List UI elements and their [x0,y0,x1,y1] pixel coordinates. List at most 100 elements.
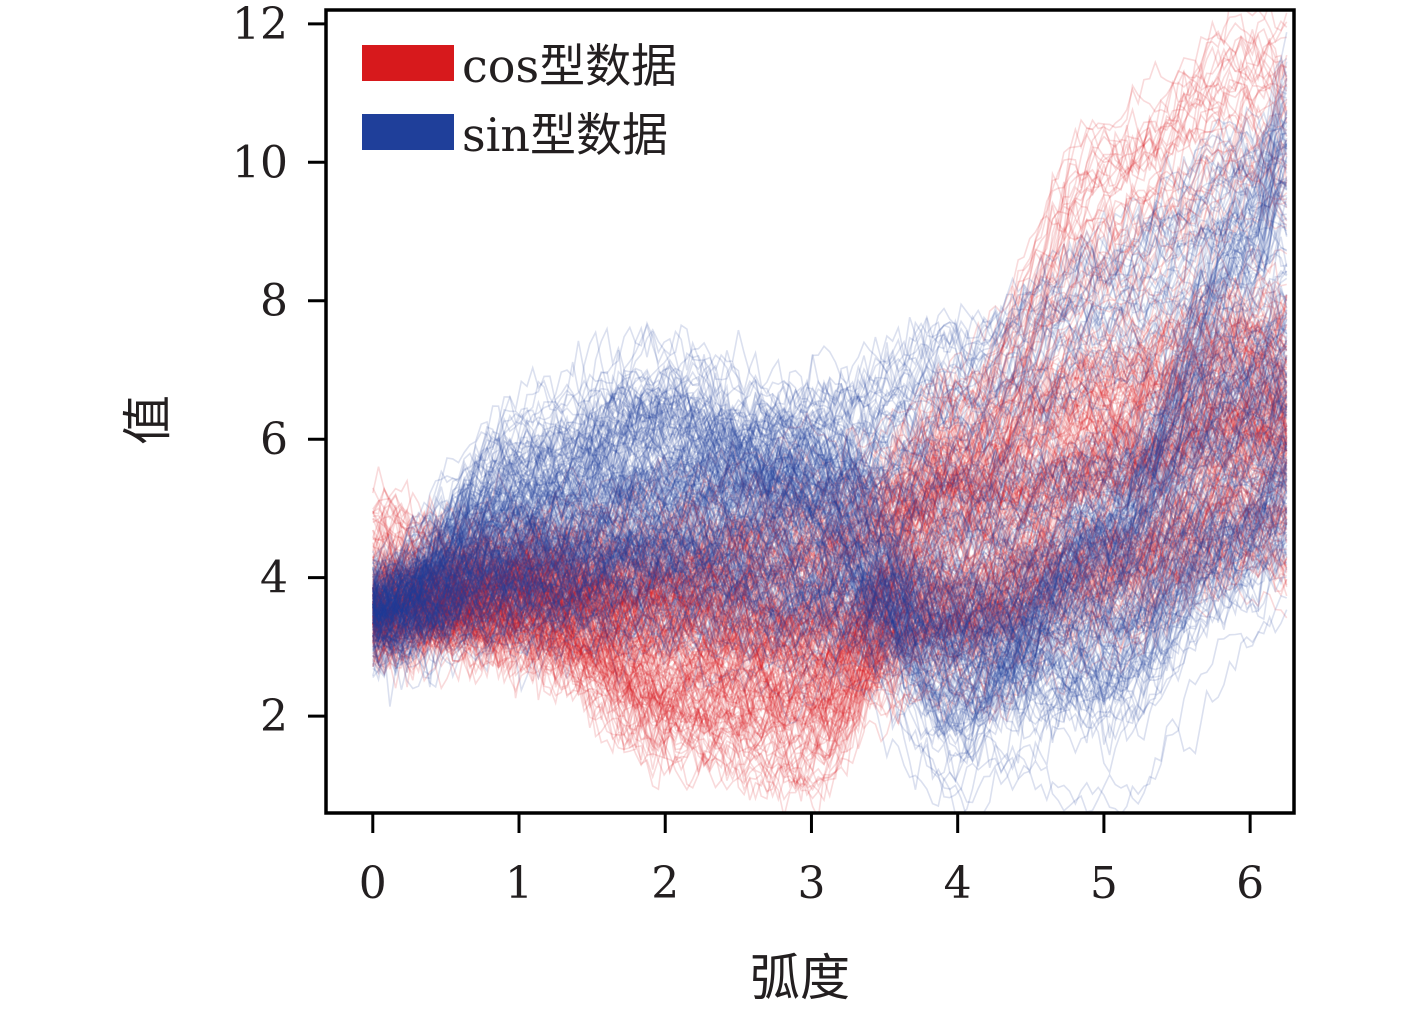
series-line [372,332,1288,619]
series-line [372,485,1288,645]
series-line [372,358,1287,676]
series-line [372,440,1288,658]
series-line [372,464,1288,629]
series-line [372,420,1288,645]
series-line [372,494,1288,657]
series-line [372,349,1288,716]
series-line [372,287,1288,588]
series-line [372,546,1288,715]
series-line [372,101,1288,618]
series-line [372,344,1287,622]
series-line [372,430,1288,674]
y-tick-label: 8 [260,276,288,327]
series-line [372,485,1288,724]
series-line [372,342,1288,686]
series-line [372,495,1288,650]
series-line [372,309,1288,601]
series-line [372,409,1288,676]
series-line [372,335,1288,628]
series-line [372,507,1287,711]
series-line [372,323,1287,613]
series-line [372,522,1288,685]
series-line [372,457,1288,647]
series-line [372,147,1287,612]
series-line [372,384,1288,636]
series-line [372,406,1288,631]
series-line [372,391,1288,650]
series-line [372,282,1287,606]
series-line [372,339,1288,642]
series-line [372,151,1287,614]
series-line [372,456,1288,628]
series-cos [372,10,1288,813]
series-line [372,398,1288,643]
series-line [372,335,1288,644]
series-line [372,368,1288,738]
series-line [372,349,1288,624]
series-line [372,325,1287,699]
y-tick-label: 2 [260,691,288,742]
series-line [372,143,1288,760]
series-line [372,436,1288,638]
series-line [372,94,1288,778]
series-line [372,345,1287,701]
series-line [372,439,1288,633]
series-line [372,507,1288,679]
series-line [372,166,1287,755]
series-line [372,455,1288,653]
series-line [372,338,1288,634]
series-line [372,166,1288,637]
series-line [372,170,1288,627]
series-line [372,411,1288,689]
series-line [372,397,1288,664]
series-line [372,486,1288,622]
series-line [372,288,1288,682]
series-line [372,535,1288,730]
series-line [372,541,1287,689]
series-line [372,405,1287,748]
series-line [372,328,1288,650]
legend-swatch-sin [362,114,454,150]
series-line [372,178,1288,629]
series-line [372,464,1288,756]
series-line [372,355,1288,636]
series-line [372,541,1287,813]
series-line [372,29,1287,719]
series-line [372,435,1288,732]
series-line [372,356,1288,659]
series-line [372,413,1288,652]
series-line [372,177,1288,628]
series-line [372,533,1288,689]
series-line [372,448,1288,660]
series-line [372,58,1288,757]
series-line [372,389,1288,645]
series-line [372,321,1288,659]
series-line [372,424,1287,659]
series-line [372,423,1288,735]
series-line [372,363,1287,681]
series-line [372,467,1288,626]
series-line [372,519,1288,686]
series-line [372,529,1288,670]
series-line [372,513,1288,652]
series-line [372,371,1288,633]
series-line [372,493,1287,637]
series-line [372,462,1288,676]
y-tick-label: 4 [260,553,288,604]
series-line [372,465,1288,653]
series-line [372,286,1288,613]
series-line [372,10,1288,711]
series-line [372,335,1288,653]
series-line [372,351,1288,614]
series-line [372,181,1287,643]
series-line [372,378,1288,630]
series-line [372,437,1287,681]
series-line [372,514,1288,668]
series-line [372,435,1288,669]
series-line [372,173,1288,803]
series-line [372,217,1288,654]
series-line [372,41,1288,739]
series-line [372,360,1288,618]
series-line [372,316,1288,687]
